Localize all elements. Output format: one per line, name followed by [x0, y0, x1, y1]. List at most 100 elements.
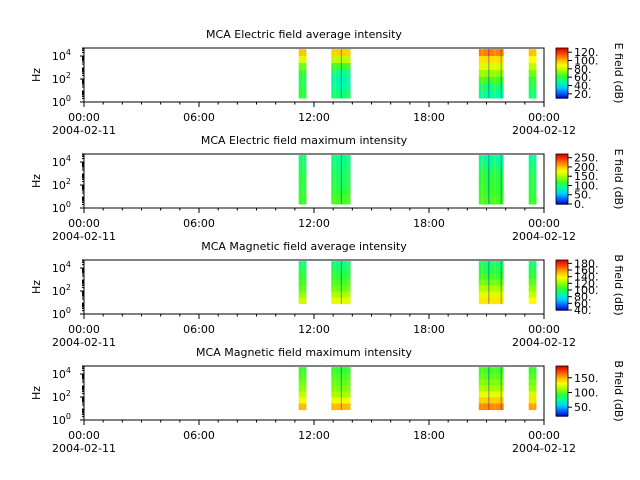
data-segment-4 [529, 367, 537, 410]
y-tick-label: 102 [52, 71, 71, 86]
y-tick-label: 104 [52, 366, 71, 381]
intensity-streak [341, 261, 342, 304]
intensity-streak [501, 261, 502, 304]
plot-frame [84, 48, 544, 102]
panel-title: MCA Magnetic field maximum intensity [196, 346, 412, 359]
colorbar: 40.60.80.100.120.140.160.180. B field (dB… [556, 254, 625, 317]
colorbar-tick-label: 120. [574, 46, 599, 59]
intensity-streak [334, 155, 335, 204]
spectrogram-panel-4: MCA Magnetic field maximum intensity 100 1… [30, 346, 625, 455]
x-date-end: 2004-02-12 [512, 124, 576, 137]
intensity-streak [501, 367, 502, 410]
x-date-end: 2004-02-12 [512, 230, 576, 243]
x-tick-label: 00:00 [528, 111, 560, 124]
y-tick-label: 100 [52, 94, 71, 109]
intensity-streak [533, 367, 534, 410]
y-tick-label: 100 [52, 306, 71, 321]
intensity-streak [334, 261, 335, 304]
panel-title: MCA Electric field maximum intensity [201, 134, 408, 147]
colorbar: 20.40.60.80.100.120. E field (dB) [556, 43, 625, 104]
intensity-streak [494, 155, 495, 204]
intensity-streak [347, 49, 348, 98]
intensity-streak [501, 49, 502, 98]
intensity-streak [303, 49, 304, 98]
y-axis-label: Hz [30, 386, 43, 400]
intensity-streak [501, 155, 502, 204]
x-tick-label: 00:00 [68, 111, 100, 124]
colorbar: 0.50.100.150.200.250. E field (dB) [556, 149, 625, 211]
intensity-streak [533, 155, 534, 204]
x-date-start: 2004-02-11 [52, 442, 116, 455]
y-tick-label: 102 [52, 283, 71, 298]
intensity-streak [494, 367, 495, 410]
intensity-streak [347, 155, 348, 204]
data-segment-2 [331, 155, 350, 204]
x-tick-label: 00:00 [528, 217, 560, 230]
y-tick-label: 100 [52, 412, 71, 427]
intensity-streak [341, 49, 342, 98]
data-segment-3 [479, 49, 504, 98]
colorbar: 50.100.150. B field (dB) [556, 360, 625, 421]
y-tick-label: 100 [52, 200, 71, 215]
intensity-streak [533, 261, 534, 304]
intensity-streak [482, 261, 483, 304]
colorbar-tick-label: 180. [574, 257, 599, 270]
plot-frame [84, 154, 544, 208]
data-segment-2 [331, 49, 350, 98]
data-segment-4 [529, 49, 537, 98]
x-tick-label: 06:00 [183, 111, 215, 124]
intensity-streak [482, 155, 483, 204]
intensity-streak [482, 49, 483, 98]
intensity-streak [482, 367, 483, 410]
x-tick-label: 00:00 [68, 217, 100, 230]
x-tick-label: 06:00 [183, 429, 215, 442]
x-tick-label: 00:00 [528, 429, 560, 442]
intensity-streak [341, 367, 342, 410]
intensity-streak [334, 49, 335, 98]
data-segment-3 [479, 155, 504, 204]
intensity-streak [533, 49, 534, 98]
y-tick-label: 102 [52, 389, 71, 404]
y-tick-label: 102 [52, 177, 71, 192]
x-tick-label: 06:00 [183, 217, 215, 230]
intensity-streak [488, 367, 489, 410]
colorbar-tick-label: 250. [574, 152, 599, 165]
data-segment-4 [529, 261, 537, 304]
colorbar-label: B field (dB) [612, 254, 625, 315]
intensity-streak [347, 261, 348, 304]
intensity-streak [303, 367, 304, 410]
x-tick-label: 18:00 [413, 429, 445, 442]
colorbar-tick-label: 150. [574, 372, 599, 385]
colorbar-tick-label: 50. [574, 401, 592, 414]
panel-title: MCA Electric field average intensity [206, 28, 402, 41]
intensity-streak [488, 155, 489, 204]
data-segment-1 [299, 155, 307, 204]
x-date-end: 2004-02-12 [512, 442, 576, 455]
y-axis-label: Hz [30, 174, 43, 188]
intensity-streak [488, 49, 489, 98]
plot-frame [84, 260, 544, 314]
x-tick-label: 06:00 [183, 323, 215, 336]
panel-title: MCA Magnetic field average intensity [201, 240, 407, 253]
spectrogram-panel-2: MCA Electric field maximum intensity 100 1… [30, 134, 625, 243]
y-tick-label: 104 [52, 260, 71, 275]
x-tick-label: 12:00 [298, 429, 330, 442]
data-segment-2 [331, 261, 350, 304]
y-axis-label: Hz [30, 280, 43, 294]
x-tick-label: 12:00 [298, 323, 330, 336]
x-date-start: 2004-02-11 [52, 230, 116, 243]
colorbar-label: E field (dB) [612, 149, 625, 210]
x-tick-label: 00:00 [68, 323, 100, 336]
x-tick-label: 18:00 [413, 217, 445, 230]
intensity-streak [341, 155, 342, 204]
spectrogram-panel-1: MCA Electric field average intensity 100 1… [30, 28, 625, 137]
x-tick-label: 18:00 [413, 323, 445, 336]
data-segment-2 [331, 367, 350, 410]
intensity-streak [494, 261, 495, 304]
spectrogram-panel-3: MCA Magnetic field average intensity 100 1… [30, 240, 625, 349]
plot-frame [84, 366, 544, 420]
intensity-streak [494, 49, 495, 98]
colorbar-label: E field (dB) [612, 43, 625, 104]
intensity-streak [347, 367, 348, 410]
data-segment-1 [299, 261, 307, 304]
